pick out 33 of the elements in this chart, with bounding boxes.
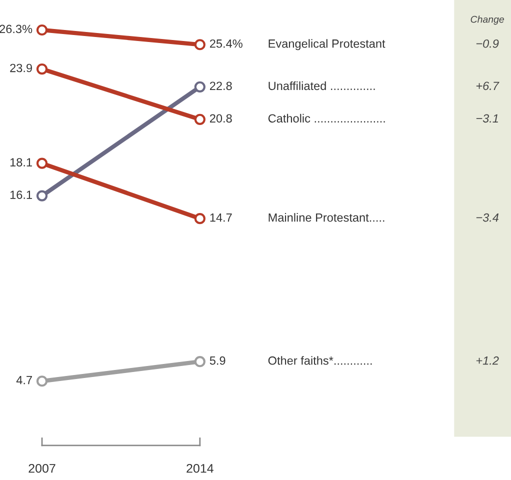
- text: Catholic ......................: [268, 114, 385, 123]
- point: [194, 81, 206, 92]
- text: Evangelical Protestant: [268, 39, 386, 50]
- point: [36, 376, 48, 387]
- point: [36, 24, 48, 36]
- data-label: 26.3%: [0, 24, 32, 34]
- text: Other faiths*............: [268, 356, 372, 365]
- text: Mainline Protestant.....: [268, 213, 384, 222]
- data-label: 23.9: [10, 64, 32, 72]
- text: Change: [470, 16, 504, 25]
- text: +6.7: [476, 82, 500, 90]
- data-label: 4.7: [16, 376, 32, 384]
- text: +1.2: [476, 356, 499, 365]
- x-tick-label: 2014: [186, 464, 214, 473]
- data-label: 22.8: [210, 82, 232, 90]
- data-label: 16.1: [10, 190, 32, 199]
- point: [36, 158, 48, 169]
- text: Unaffiliated ..............: [268, 81, 375, 90]
- text: −0.9: [476, 39, 499, 48]
- x-tick-label: 2007: [28, 464, 56, 473]
- point: [194, 114, 206, 125]
- point: [194, 356, 206, 368]
- point: [194, 39, 206, 50]
- data-label: 25.4%: [210, 39, 242, 48]
- point: [36, 190, 48, 202]
- point: [36, 63, 48, 75]
- data-label: 20.8: [210, 114, 232, 123]
- text: −3.1: [476, 114, 498, 123]
- data-label: 14.7: [210, 213, 232, 222]
- text: −3.4: [476, 213, 499, 222]
- point: [194, 213, 206, 224]
- data-label: 5.9: [210, 356, 226, 365]
- data-label: 18.1: [10, 158, 32, 166]
